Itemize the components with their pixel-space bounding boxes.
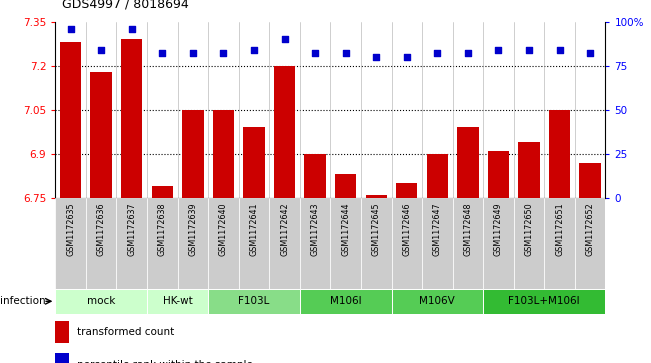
Text: GSM1172640: GSM1172640 (219, 203, 228, 256)
Text: infection: infection (0, 296, 46, 306)
Bar (55, 289, 147, 314)
Text: GSM1172644: GSM1172644 (341, 203, 350, 256)
Text: GSM1172639: GSM1172639 (188, 203, 197, 256)
Bar (152, 186, 173, 198)
Text: GSM1172646: GSM1172646 (402, 203, 411, 256)
Point (218, 50, 229, 56)
Point (402, 54, 412, 60)
Bar (391, 289, 483, 314)
Bar (182, 110, 204, 198)
Bar (60, 42, 81, 198)
Text: F103L: F103L (238, 296, 270, 306)
Text: transformed count: transformed count (77, 327, 174, 337)
Bar (483, 289, 605, 314)
Bar (208, 289, 300, 314)
Text: GSM1172642: GSM1172642 (280, 203, 289, 256)
Text: GSM1172650: GSM1172650 (525, 203, 534, 256)
Bar (300, 289, 391, 314)
Bar (335, 174, 356, 198)
Point (310, 50, 320, 56)
Text: GSM1172648: GSM1172648 (464, 203, 473, 256)
Text: HK-wt: HK-wt (163, 296, 193, 306)
Point (524, 47, 534, 53)
Bar (117, 198, 147, 289)
Bar (300, 198, 330, 289)
Point (432, 50, 443, 56)
Bar (213, 110, 234, 198)
Bar (452, 198, 483, 289)
Bar (239, 198, 270, 289)
Bar (178, 198, 208, 289)
Bar (361, 198, 391, 289)
Point (96, 47, 106, 53)
Text: GSM1172638: GSM1172638 (158, 203, 167, 256)
Bar (208, 198, 239, 289)
Bar (483, 198, 514, 289)
Bar (55, 321, 69, 343)
Text: GDS4997 / 8018694: GDS4997 / 8018694 (62, 0, 189, 11)
Bar (55, 353, 69, 363)
Bar (422, 198, 452, 289)
Point (371, 54, 381, 60)
Bar (86, 198, 117, 289)
Bar (90, 72, 112, 198)
Text: F103L+M106I: F103L+M106I (508, 296, 580, 306)
Bar (365, 195, 387, 198)
Bar (274, 66, 296, 198)
Text: GSM1172647: GSM1172647 (433, 203, 442, 256)
Bar (396, 183, 417, 198)
Bar (147, 289, 208, 314)
Bar (305, 154, 326, 198)
Bar (544, 198, 575, 289)
Point (463, 50, 473, 56)
Point (65, 26, 76, 32)
Point (126, 26, 137, 32)
Text: GSM1172641: GSM1172641 (249, 203, 258, 256)
Point (279, 37, 290, 42)
Bar (518, 142, 540, 198)
Text: mock: mock (87, 296, 115, 306)
Bar (549, 110, 570, 198)
Point (493, 47, 504, 53)
Bar (55, 198, 86, 289)
Bar (575, 198, 605, 289)
Text: M106V: M106V (419, 296, 455, 306)
Bar (457, 127, 478, 198)
Text: GSM1172652: GSM1172652 (586, 203, 594, 256)
Text: GSM1172651: GSM1172651 (555, 203, 564, 256)
Bar (243, 127, 265, 198)
Bar (579, 163, 601, 198)
Text: percentile rank within the sample: percentile rank within the sample (77, 360, 253, 363)
Point (187, 50, 198, 56)
Point (585, 50, 596, 56)
Point (555, 47, 565, 53)
Bar (270, 198, 300, 289)
Bar (488, 151, 509, 198)
Bar (330, 198, 361, 289)
Point (157, 50, 167, 56)
Point (340, 50, 351, 56)
Bar (426, 154, 448, 198)
Bar (391, 198, 422, 289)
Text: GSM1172637: GSM1172637 (127, 203, 136, 256)
Text: GSM1172645: GSM1172645 (372, 203, 381, 256)
Point (249, 47, 259, 53)
Text: GSM1172635: GSM1172635 (66, 203, 75, 256)
Bar (121, 40, 143, 198)
Text: GSM1172636: GSM1172636 (97, 203, 105, 256)
Text: GSM1172649: GSM1172649 (494, 203, 503, 256)
Text: M106I: M106I (330, 296, 361, 306)
Bar (514, 198, 544, 289)
Bar (147, 198, 178, 289)
Text: GSM1172643: GSM1172643 (311, 203, 320, 256)
